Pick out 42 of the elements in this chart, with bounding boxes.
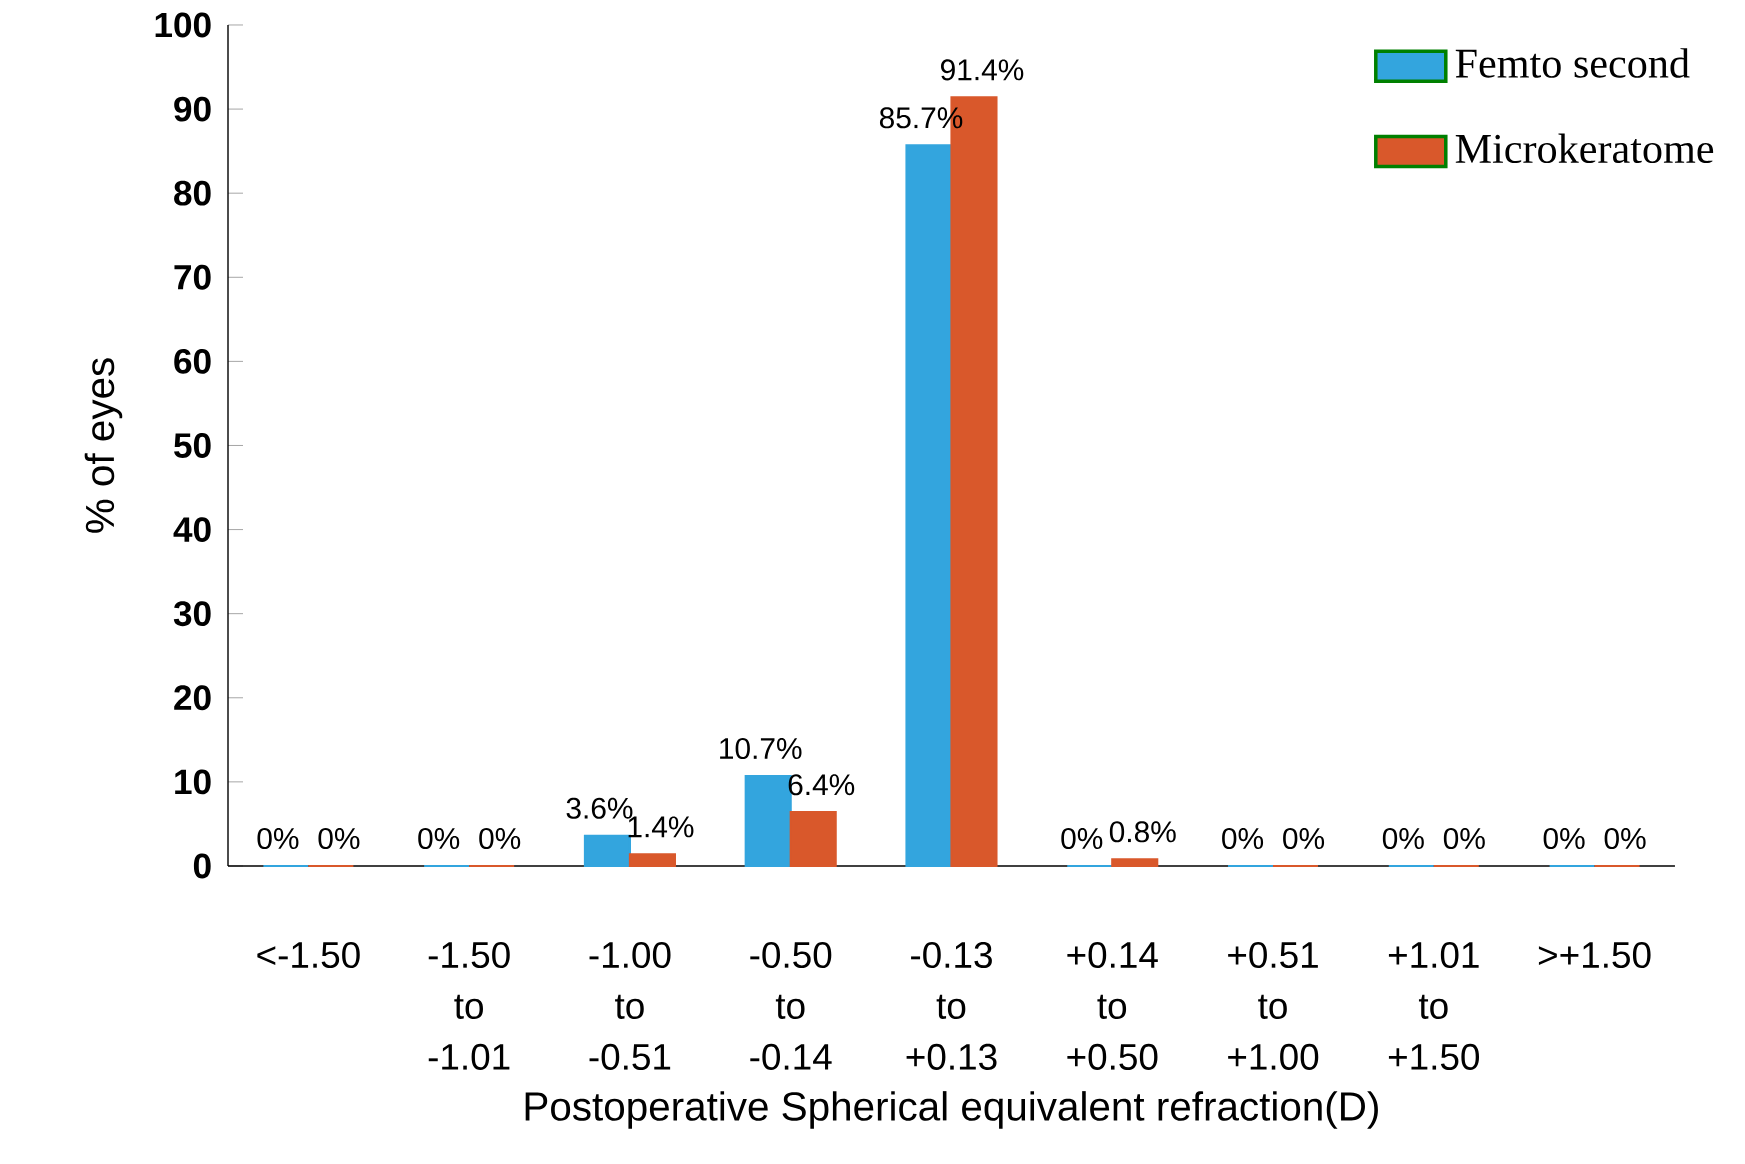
data-label: 0% [257, 827, 299, 850]
legend-label: Microkeratome [1455, 133, 1714, 164]
data-label: 0% [479, 827, 521, 850]
y-tick-label: 0 [193, 853, 211, 879]
y-tick-label: 30 [173, 601, 211, 627]
x-tick-label: -0.13 to +0.13 [906, 941, 997, 1070]
x-tick-label: +0.14 to +0.50 [1067, 941, 1158, 1070]
legend-label: Femto second [1455, 48, 1690, 78]
data-label: 91.4% [941, 59, 1024, 81]
bar [628, 853, 676, 868]
data-label: 0% [1382, 827, 1424, 850]
y-tick-label: 40 [173, 517, 211, 543]
y-tick-label: 60 [174, 348, 211, 374]
x-tick-label: -1.00 to -0.51 [589, 941, 671, 1070]
y-tick-label: 20 [174, 685, 211, 711]
data-label: 0% [1222, 827, 1264, 850]
data-label: 0.8% [1109, 821, 1176, 843]
data-label: 0% [418, 827, 460, 850]
y-tick-label: 100 [155, 12, 211, 38]
y-tick-label: 10 [175, 769, 211, 795]
data-label: 0% [1443, 827, 1485, 850]
x-tick-label: +0.51 to +1.00 [1228, 941, 1319, 1070]
x-axis-title: Postoperative Spherical equivalent refraction(D) [525, 1091, 1378, 1129]
x-tick-label: <-1.50 [257, 941, 360, 969]
bar [1111, 858, 1159, 868]
y-tick-label: 80 [174, 180, 211, 206]
x-tick-label: >+1.50 [1538, 941, 1651, 969]
data-label: 0% [1604, 827, 1646, 850]
data-label: 10.7% [720, 738, 802, 760]
data-label: 0% [1543, 827, 1585, 850]
x-tick-label: -0.50 to -0.14 [750, 941, 832, 1070]
y-tick-label: 70 [174, 264, 211, 290]
data-label: 0% [1061, 827, 1103, 850]
data-label: 0% [1283, 827, 1325, 850]
x-tick-label: +1.01 to +1.50 [1388, 941, 1480, 1070]
x-tick-label: -1.50 to -1.01 [428, 941, 510, 1070]
y-tick-label: 50 [174, 433, 211, 458]
y-axis-title: % of eyes [84, 358, 123, 533]
y-tick-label: 90 [174, 96, 211, 122]
bar [789, 811, 837, 868]
data-label: 0% [318, 827, 360, 850]
bar [905, 144, 953, 868]
